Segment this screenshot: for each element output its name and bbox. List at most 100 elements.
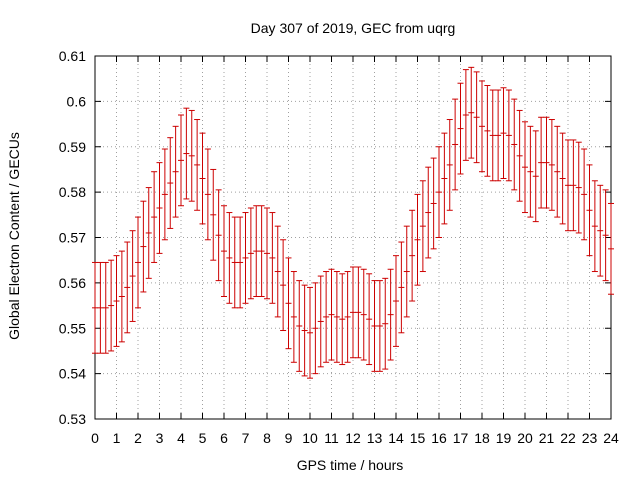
error-bar [554,125,561,218]
error-bar [113,255,120,347]
error-bar [339,273,346,366]
error-bar [237,216,244,309]
error-bar [350,266,356,359]
error-bar [495,89,502,182]
error-bar [532,130,539,223]
error-bar [210,168,217,261]
error-bar [473,71,480,164]
error-bar [156,162,163,254]
error-bar [102,261,109,354]
error-bar [575,141,582,234]
x-tick-label: 13 [367,430,383,446]
error-bar [462,69,469,161]
error-bar [317,275,324,368]
y-axis-title: Global Electron Content / GECUs [6,132,22,340]
error-bar [446,119,453,211]
error-bar [586,164,593,257]
error-bar [124,241,131,334]
error-bar [178,114,184,207]
x-tick-label: 21 [539,430,555,446]
error-bar [376,280,383,372]
error-bar [204,148,211,241]
x-tick-label: 18 [474,430,490,446]
error-bar [522,121,528,214]
series-gec [92,66,614,379]
y-tick-label: 0.55 [59,320,86,336]
error-bar [333,271,340,363]
error-bar [591,180,598,273]
error-bar [505,89,512,182]
x-tick-label: 24 [603,430,619,446]
error-bar [247,207,254,300]
x-tick-label: 20 [517,430,533,446]
error-bar [425,166,432,259]
error-bar [500,87,507,180]
error-bar [355,266,362,359]
x-tick-label: 1 [113,430,121,446]
error-bar [608,202,614,295]
axes: 0.530.540.550.560.570.580.590.60.610 1 2 3 4… [59,48,619,446]
x-tick-label: 23 [582,430,598,446]
error-bar [409,209,416,302]
x-tick-label: 14 [388,430,404,446]
error-bar [366,273,373,366]
x-tick-label: 6 [220,430,228,446]
error-bar [511,98,518,191]
x-tick-label: 22 [560,430,576,446]
x-tick-label: 11 [324,430,339,446]
x-tick-label: 9 [285,430,293,446]
y-tick-label: 0.53 [59,411,86,427]
error-bar [301,284,308,377]
error-bar [161,148,168,241]
error-bar [548,119,555,211]
error-bar [570,139,577,232]
x-tick-label: 2 [134,430,142,446]
error-bar [344,271,351,363]
error-bar [323,271,330,363]
error-bar [188,109,195,202]
error-bar [581,148,588,241]
error-bar [441,132,448,225]
chart-title: Day 307 of 2019, GEC from uqrg [251,20,456,36]
error-bar [215,189,222,282]
error-bar [199,132,206,225]
error-bar [264,207,270,300]
error-bar [231,216,238,309]
error-bar [140,200,147,293]
error-bar [307,286,313,379]
error-bar [360,268,367,361]
error-bar [108,259,115,352]
error-bar [403,225,410,318]
error-bar [183,107,190,200]
error-bar [328,268,335,361]
error-bar [258,205,265,297]
x-tick-label: 10 [302,430,318,446]
error-bar [221,205,227,297]
error-bar [285,257,292,350]
error-bar [414,193,421,286]
x-tick-label: 5 [199,430,207,446]
error-bar [457,82,464,175]
error-bar [296,280,303,372]
x-axis-title: GPS time / hours [297,457,404,473]
error-bar [371,280,378,372]
grid [95,56,611,419]
error-bar [97,261,104,354]
error-bar [489,89,496,182]
error-bar [436,146,442,238]
error-bar [527,125,534,218]
error-bar [516,109,523,202]
error-bar [151,171,158,263]
error-bar [565,139,571,232]
error-bar [538,116,545,209]
error-bar [398,241,405,334]
error-bar [226,212,233,304]
error-bar [92,261,98,354]
error-bar [280,239,287,332]
y-tick-label: 0.57 [59,230,86,246]
x-tick-label: 19 [496,430,512,446]
x-tick-label: 17 [453,430,469,446]
error-bar [253,205,260,297]
error-bar [118,250,125,343]
